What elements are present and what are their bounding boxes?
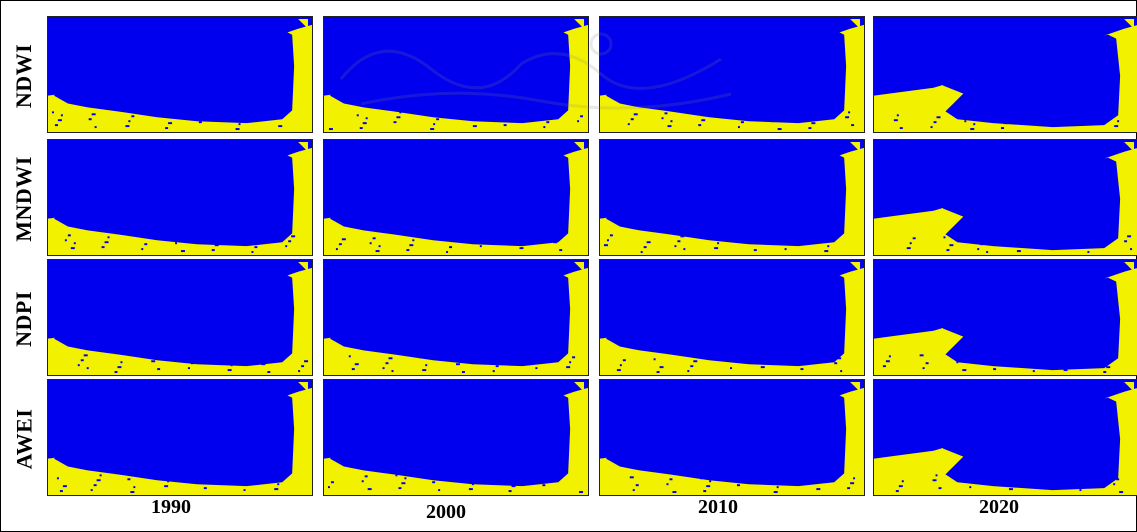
map-mndwi-2020 xyxy=(873,139,1137,256)
column-label-2010: 2010 xyxy=(698,496,738,518)
row-label-awei: AWEI xyxy=(11,408,36,470)
map-mndwi-2000 xyxy=(323,139,589,256)
row-label-ndpi: NDPI xyxy=(11,291,36,347)
map-ndwi-2000 xyxy=(323,16,589,133)
map-ndpi-2010 xyxy=(599,259,865,376)
map-ndpi-2020 xyxy=(873,259,1137,376)
map-ndpi-1990 xyxy=(47,259,313,376)
map-awei-2020 xyxy=(873,379,1137,496)
map-ndwi-2020 xyxy=(873,16,1137,133)
column-label-2020: 2020 xyxy=(979,496,1019,518)
map-mndwi-2010 xyxy=(599,139,865,256)
map-awei-1990 xyxy=(47,379,313,496)
row-label-mndwi: MNDWI xyxy=(11,156,37,242)
map-awei-2010 xyxy=(599,379,865,496)
map-ndwi-2010 xyxy=(599,16,865,133)
map-mndwi-1990 xyxy=(47,139,313,256)
column-label-2000: 2000 xyxy=(426,501,466,523)
column-label-1990: 1990 xyxy=(151,496,191,518)
map-awei-2000 xyxy=(323,379,589,496)
map-ndpi-2000 xyxy=(323,259,589,376)
row-label-ndwi: NDWI xyxy=(11,43,36,109)
map-ndwi-1990 xyxy=(47,16,313,133)
